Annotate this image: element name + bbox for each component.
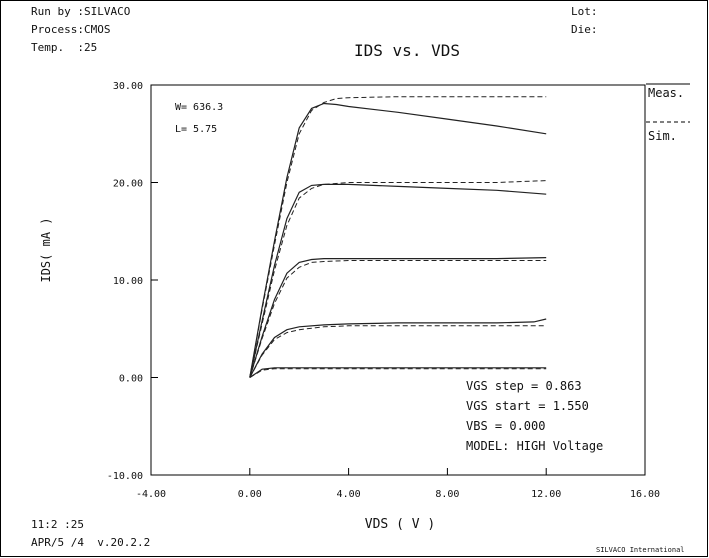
date-version-label: APR/5 /4 v.20.2.2	[31, 536, 151, 549]
meas-curve-5	[249, 102, 547, 378]
info-vgs-step: VGS step = 0.863	[466, 379, 582, 393]
lot-label: Lot:	[571, 5, 598, 18]
width-param: W= 636.3	[175, 102, 223, 113]
die-label: Die:	[571, 23, 598, 36]
x-axis-label: VDS ( V )	[365, 517, 435, 532]
sim-legend-label: Sim.	[648, 129, 677, 143]
x-tick-label: 12.00	[531, 489, 561, 500]
run-by-label: Run by :SILVACO	[31, 5, 131, 18]
meas-curve-4	[249, 183, 547, 378]
x-tick-label: 16.00	[630, 489, 660, 500]
chart-title: IDS vs. VDS	[354, 41, 460, 60]
sim-curve-4	[249, 180, 547, 378]
sim-curve-2	[249, 325, 547, 378]
temp-label: Temp. :25	[31, 41, 98, 54]
sim-curve-3	[249, 260, 547, 378]
sim-curve-5	[249, 96, 547, 378]
x-axis: -4.00 0.00 4.00 8.00 12.00 16.00	[136, 468, 660, 500]
process-label: Process:CMOS	[31, 23, 111, 36]
time-label: 11:2 :25	[31, 518, 84, 531]
info-model: MODEL: HIGH Voltage	[466, 439, 603, 453]
credit-label: SILVACO International	[596, 546, 685, 554]
x-tick-label: 8.00	[435, 489, 459, 500]
y-tick-label: 0.00	[119, 374, 143, 385]
meas-curve-1	[249, 367, 547, 378]
y-tick-label: -10.00	[107, 471, 143, 482]
y-axis-label: IDS( mA )	[39, 217, 53, 282]
meas-legend-label: Meas.	[648, 86, 684, 100]
sim-curve-1	[249, 368, 547, 378]
x-tick-label: 4.00	[337, 489, 361, 500]
info-vbs: VBS = 0.000	[466, 419, 545, 433]
info-vgs-start: VGS start = 1.550	[466, 399, 589, 413]
y-tick-label: 10.00	[113, 276, 143, 287]
y-tick-label: 30.00	[113, 81, 143, 92]
meas-curve-2	[249, 318, 547, 378]
y-tick-label: 20.00	[113, 179, 143, 190]
length-param: L= 5.75	[175, 124, 217, 135]
x-tick-label: 0.00	[238, 489, 262, 500]
x-tick-label: -4.00	[136, 489, 166, 500]
curves-layer	[249, 96, 547, 378]
plot-frame	[150, 84, 646, 476]
meas-curve-3	[249, 257, 547, 378]
y-axis: -10.00 0.00 10.00 20.00 30.00	[107, 81, 158, 482]
